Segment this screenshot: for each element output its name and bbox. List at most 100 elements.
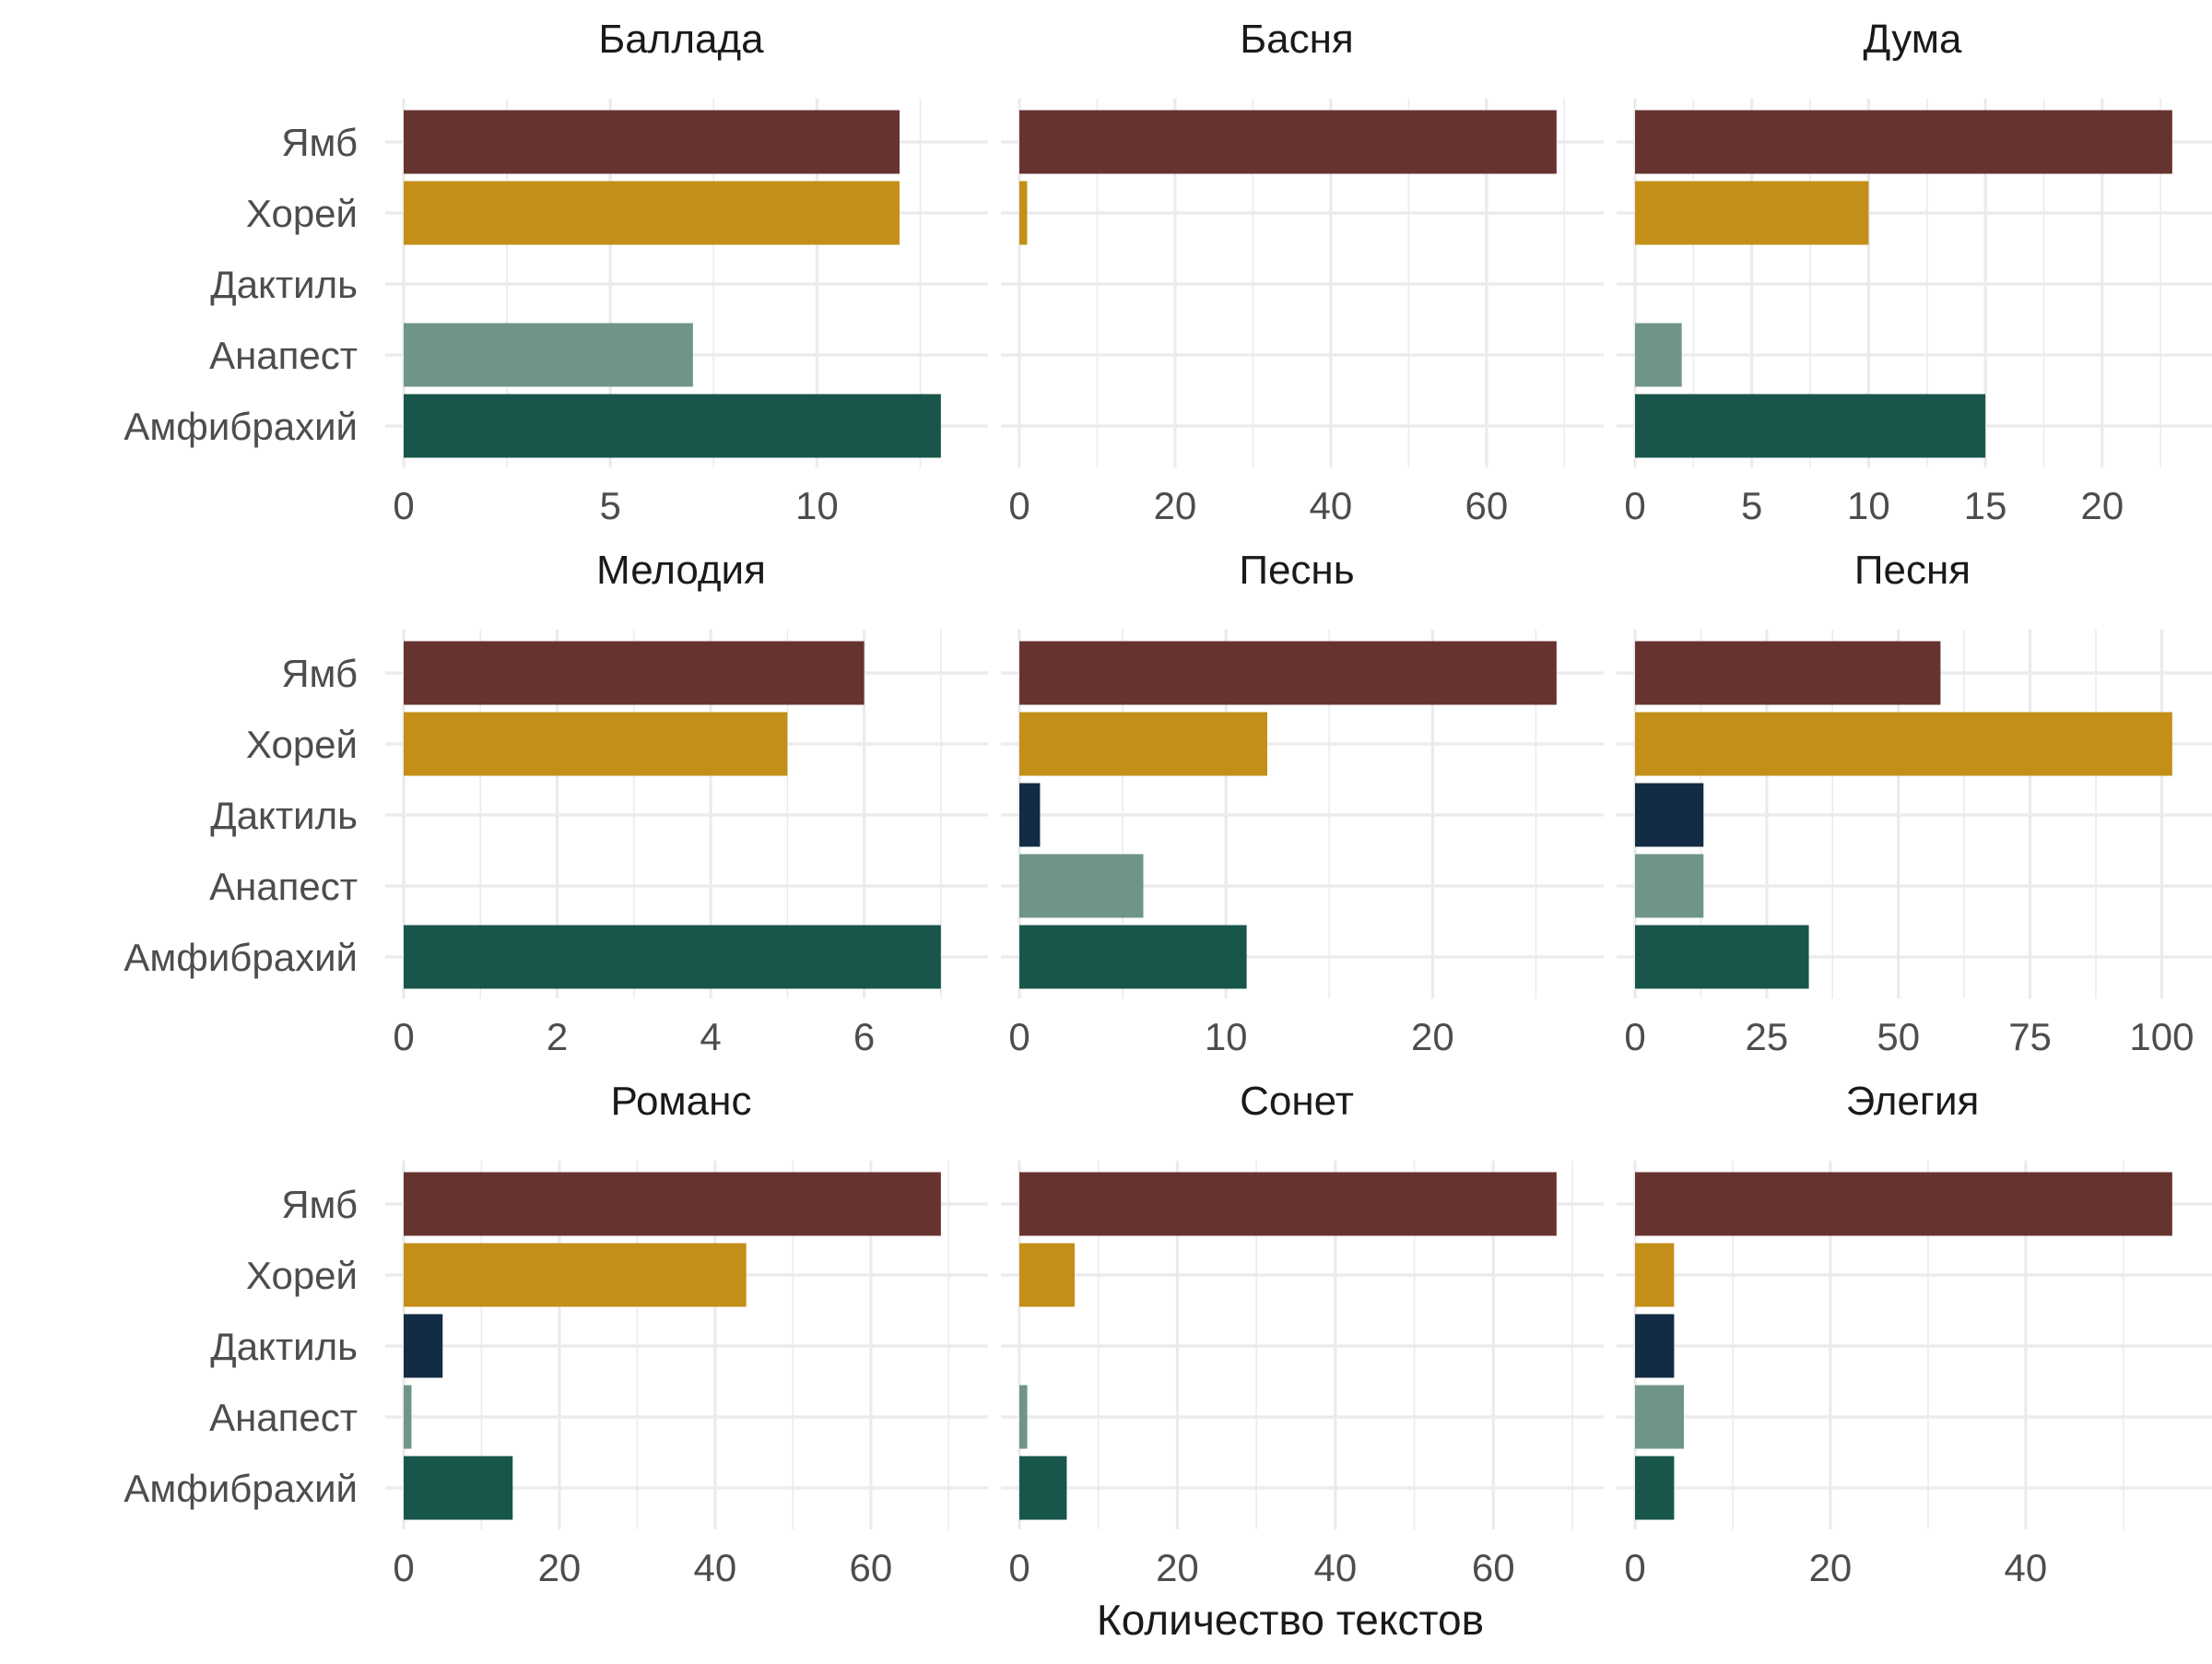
x-tick-label: 0 bbox=[393, 484, 414, 527]
panel-5: Песнь 0 10 20 bbox=[1001, 548, 1604, 1058]
panel-3: Дума 0 5 10 15 20 bbox=[1617, 17, 2212, 527]
x-tick-label: 0 bbox=[1008, 1546, 1030, 1589]
panel-6: Песня 0 25 50 75 100 bbox=[1617, 548, 2212, 1058]
x-tick-label: 60 bbox=[849, 1546, 892, 1589]
x-tick-label: 60 bbox=[1472, 1546, 1515, 1589]
bar-item-0 bbox=[1635, 1172, 2172, 1236]
bar-item-1 bbox=[1019, 712, 1268, 776]
bar-item-2 bbox=[1019, 783, 1041, 847]
bar-item-0 bbox=[404, 641, 865, 705]
x-tick-label: 20 bbox=[1809, 1546, 1853, 1589]
x-tick-label: 60 bbox=[1465, 484, 1508, 527]
bar-item-1 bbox=[1019, 1243, 1075, 1307]
y-tick-label: Хорей bbox=[246, 723, 358, 766]
y-tick-label: Анапест bbox=[209, 865, 358, 908]
panel-title: Романс bbox=[611, 1079, 752, 1124]
bar-item-2 bbox=[404, 1314, 443, 1378]
panel-title: Сонет bbox=[1240, 1079, 1354, 1124]
y-tick-label: Амфибрахий bbox=[124, 1467, 358, 1510]
x-tick-label: 15 bbox=[1964, 484, 2007, 527]
bar-item-3 bbox=[1019, 1385, 1028, 1449]
panel-1: Баллада 0 5 10 Ямб Хорей Дактиль Анапест Амфибра… bbox=[124, 17, 988, 527]
x-tick-label: 0 bbox=[393, 1015, 414, 1058]
bar-item-4 bbox=[404, 925, 941, 989]
y-tick-label: Амфибрахий bbox=[124, 936, 358, 979]
bar-item-4 bbox=[1635, 1456, 1675, 1520]
panel-8: Сонет 0 20 40 60 bbox=[1001, 1079, 1604, 1589]
x-tick-label: 10 bbox=[795, 484, 839, 527]
bar-item-3 bbox=[404, 1385, 412, 1449]
x-tick-label: 5 bbox=[1741, 484, 1762, 527]
x-tick-label: 50 bbox=[1877, 1015, 1920, 1058]
bar-item-3 bbox=[1635, 854, 1704, 918]
y-tick-label: Анапест bbox=[209, 334, 358, 377]
panel-9: Элегия 0 20 40 bbox=[1617, 1079, 2212, 1589]
x-tick-label: 10 bbox=[1205, 1015, 1248, 1058]
x-tick-label: 25 bbox=[1745, 1015, 1788, 1058]
y-tick-label: Хорей bbox=[246, 1254, 358, 1297]
panel-4: Мелодия 0 2 4 6 Ямб Хорей Дактиль Анапест Амфибра… bbox=[124, 548, 988, 1058]
bar-item-4 bbox=[404, 1456, 513, 1520]
x-tick-label: 5 bbox=[599, 484, 620, 527]
y-tick-label: Ямб bbox=[281, 1183, 358, 1226]
x-tick-label: 0 bbox=[1624, 1015, 1645, 1058]
bar-item-4 bbox=[1635, 925, 1809, 989]
bar-item-1 bbox=[404, 181, 900, 245]
x-tick-label: 0 bbox=[1624, 1546, 1645, 1589]
y-tick-label: Дактиль bbox=[210, 1325, 358, 1368]
panel-title: Баллада bbox=[598, 17, 764, 62]
x-tick-label: 100 bbox=[2129, 1015, 2194, 1058]
bar-item-0 bbox=[1635, 641, 1941, 705]
x-tick-label: 0 bbox=[1008, 484, 1030, 527]
bar-item-4 bbox=[1019, 1456, 1067, 1520]
y-tick-label: Дактиль bbox=[210, 263, 358, 306]
bar-item-3 bbox=[404, 323, 693, 387]
panel-2: Басня 0 20 40 60 bbox=[1001, 17, 1604, 527]
bar-item-1 bbox=[1635, 181, 1869, 245]
bar-item-1 bbox=[1635, 712, 2172, 776]
bar-item-2 bbox=[1635, 783, 1704, 847]
y-tick-label: Амфибрахий bbox=[124, 405, 358, 448]
x-tick-label: 4 bbox=[700, 1015, 721, 1058]
bar-item-4 bbox=[404, 394, 941, 458]
bar-item-4 bbox=[1019, 925, 1247, 989]
x-tick-label: 10 bbox=[1847, 484, 1890, 527]
bar-item-3 bbox=[1635, 1385, 1684, 1449]
bar-item-0 bbox=[1019, 110, 1557, 174]
bar-item-0 bbox=[404, 110, 900, 174]
x-tick-label: 40 bbox=[2005, 1546, 2048, 1589]
bar-item-2 bbox=[1635, 1314, 1675, 1378]
y-tick-label: Ямб bbox=[281, 121, 358, 164]
bar-item-1 bbox=[1019, 181, 1028, 245]
bar-item-0 bbox=[404, 1172, 941, 1236]
y-tick-label: Хорей bbox=[246, 192, 358, 235]
y-tick-label: Ямб bbox=[281, 652, 358, 695]
bar-item-3 bbox=[1019, 854, 1144, 918]
panel-title: Басня bbox=[1240, 17, 1353, 62]
x-tick-label: 20 bbox=[1411, 1015, 1454, 1058]
x-tick-label: 40 bbox=[1313, 1546, 1357, 1589]
bar-item-1 bbox=[1635, 1243, 1675, 1307]
x-tick-label: 20 bbox=[1156, 1546, 1199, 1589]
bar-item-4 bbox=[1635, 394, 1986, 458]
x-tick-label: 40 bbox=[1310, 484, 1353, 527]
panel-title: Песня bbox=[1854, 548, 1971, 593]
x-tick-label: 40 bbox=[694, 1546, 737, 1589]
bar-item-1 bbox=[404, 1243, 747, 1307]
bar-item-0 bbox=[1635, 110, 2172, 174]
x-tick-label: 0 bbox=[1624, 484, 1645, 527]
x-tick-label: 20 bbox=[1154, 484, 1197, 527]
x-tick-label: 20 bbox=[538, 1546, 582, 1589]
x-tick-label: 20 bbox=[2080, 484, 2124, 527]
panel-title: Песнь bbox=[1239, 548, 1354, 593]
x-axis-title: Количество текстов bbox=[1097, 1596, 1484, 1644]
panel-7: Романс 0 20 40 60 Ямб Хорей Дактиль Анапест Амфиб… bbox=[124, 1079, 988, 1589]
x-tick-label: 6 bbox=[853, 1015, 875, 1058]
x-tick-label: 2 bbox=[547, 1015, 568, 1058]
x-tick-label: 0 bbox=[1008, 1015, 1030, 1058]
panel-title: Элегия bbox=[1846, 1079, 1980, 1124]
panel-title: Мелодия bbox=[596, 548, 766, 593]
panel-title: Дума bbox=[1864, 17, 1963, 62]
